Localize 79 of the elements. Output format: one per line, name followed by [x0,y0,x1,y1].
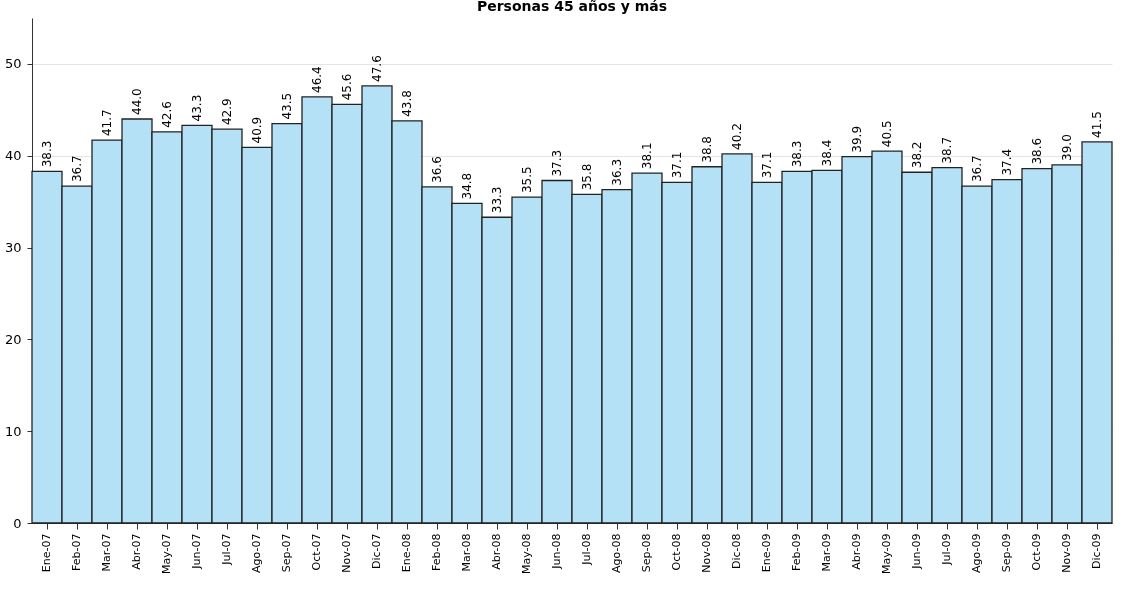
data-label: 38.3 [40,140,54,168]
data-label: 45.6 [340,73,354,101]
y-tick-label: 40 [4,148,22,164]
data-label: 37.3 [550,149,564,177]
data-label: 40.5 [880,120,894,148]
data-label: 43.3 [190,94,204,122]
x-tick-label: Sep-09 [1000,533,1013,573]
x-tick-label: Feb-08 [430,533,443,571]
x-tick-label: Ago-08 [610,533,623,573]
x-tick-label: Dic-09 [1090,533,1103,570]
data-label: 41.7 [100,109,114,137]
x-tick-label: Ene-09 [760,533,773,573]
x-tick-label: Nov-07 [340,533,353,573]
data-label: 33.3 [490,186,504,214]
x-tick-label: Dic-07 [370,533,383,570]
x-tick-label: Jul-09 [940,533,953,566]
data-label: 36.7 [70,155,84,183]
x-tick-label: Jun-08 [550,533,563,570]
data-label: 36.6 [430,156,444,183]
x-tick-label: Ago-07 [250,533,263,573]
data-label: 38.6 [1030,137,1044,165]
data-label: 38.1 [640,142,654,170]
data-label: 34.8 [460,172,474,200]
data-label: 46.4 [310,66,324,93]
data-label: 36.7 [970,155,984,183]
x-tick-label: Mar-08 [460,533,473,572]
x-tick-label: Ene-07 [40,533,53,573]
data-label: 41.5 [1090,111,1104,138]
data-label: 40.9 [250,116,264,144]
data-label: 35.8 [580,163,594,191]
x-tick-label: Nov-09 [1060,533,1073,573]
data-label: 37.1 [760,151,774,179]
x-tick-label: Abr-08 [490,533,503,570]
y-tick-label: 0 [13,515,22,531]
data-label: 42.9 [220,98,234,126]
y-tick-label: 30 [4,240,22,256]
y-tick-label: 10 [4,423,22,439]
x-tick-label: Ago-09 [970,533,983,573]
x-tick-label: Nov-08 [700,533,713,573]
x-tick-label: Feb-09 [790,533,803,571]
x-tick-label: Oct-08 [670,533,683,571]
data-label: 43.8 [400,90,414,117]
data-label: 47.6 [370,55,384,82]
x-tick-label: Dic-08 [730,533,743,570]
x-tick-label: Sep-07 [280,533,293,573]
data-label: 39.9 [850,125,864,153]
chart-title: Personas 45 años y más [476,0,668,14]
x-tick-label: May-08 [520,533,533,575]
x-tick-label: May-09 [880,533,893,575]
x-tick-label: Ene-08 [400,533,413,573]
data-label: 43.5 [280,92,294,120]
data-label: 44.0 [130,88,144,115]
data-label: 38.4 [820,139,834,167]
data-label: 38.7 [940,136,954,164]
data-label: 37.1 [670,151,684,179]
x-tick-label: Oct-09 [1030,533,1043,571]
x-tick-label: Abr-09 [850,533,863,570]
x-tick-label: Abr-07 [130,533,143,570]
x-tick-label: Mar-09 [820,533,833,572]
x-tick-label: Mar-07 [100,533,113,572]
data-label: 38.2 [910,141,924,169]
y-tick-label: 50 [4,56,22,72]
x-tick-label: Feb-07 [70,533,83,571]
x-tick-label: Oct-07 [310,533,323,571]
x-tick-label: May-07 [160,533,173,575]
data-label: 39.0 [1060,134,1074,161]
data-label: 42.6 [160,101,174,128]
x-tick-label: Jul-08 [580,533,593,566]
data-label: 38.8 [700,136,714,163]
data-label: 37.4 [1000,148,1014,176]
x-tick-label: Jun-07 [190,533,203,570]
x-tick-label: Jun-09 [910,533,923,570]
data-label: 36.3 [610,158,624,186]
y-tick-label: 20 [4,331,22,347]
x-tick-label: Jul-07 [220,533,233,566]
data-label: 35.5 [520,166,534,194]
data-label: 40.2 [730,123,744,150]
x-tick-label: Sep-08 [640,533,653,573]
data-label: 38.3 [790,140,804,168]
